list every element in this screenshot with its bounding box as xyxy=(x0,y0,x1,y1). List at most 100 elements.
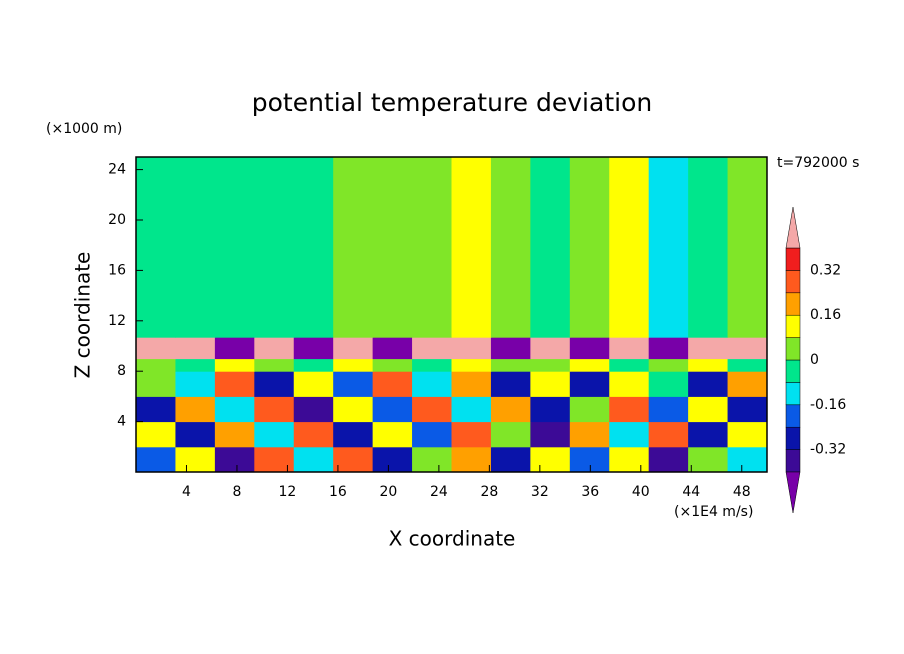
contour-cell xyxy=(569,446,610,473)
contour-cell xyxy=(333,337,374,360)
contour-cell xyxy=(648,358,689,372)
contour-cell xyxy=(412,446,452,473)
x-tick-label: 24 xyxy=(430,484,448,500)
contour-cell xyxy=(490,157,531,338)
x-tick-label: 16 xyxy=(329,484,347,500)
contour-cell xyxy=(490,421,531,448)
contour-cell xyxy=(175,337,216,360)
contour-cell xyxy=(648,396,689,423)
contour-cell xyxy=(648,337,689,360)
contour-cell xyxy=(688,358,729,372)
contour-cell xyxy=(254,371,295,397)
colorbar-box xyxy=(785,359,801,383)
contour-cell xyxy=(569,421,610,448)
contour-cell xyxy=(293,157,334,338)
contour-cell xyxy=(214,371,255,397)
contour-cell xyxy=(727,337,768,360)
contour-cell xyxy=(451,337,492,360)
y-tick-label: 16 xyxy=(108,262,126,278)
contour-cell xyxy=(648,157,689,338)
contour-cell xyxy=(254,157,295,338)
contour-cell xyxy=(490,337,531,360)
contour-cell xyxy=(254,358,295,372)
contour-cell xyxy=(293,337,334,360)
contour-cell xyxy=(609,396,650,423)
x-tick-label: 44 xyxy=(682,484,700,500)
contour-cell xyxy=(412,371,452,397)
contour-cell xyxy=(688,446,729,473)
contour-cell xyxy=(648,421,689,448)
contour-cell xyxy=(609,358,650,372)
colorbar-label: 0 xyxy=(810,352,819,368)
chart-title: potential temperature deviation xyxy=(252,88,652,117)
contour-cell xyxy=(688,157,729,338)
colorbar-label: -0.16 xyxy=(810,397,846,413)
contour-cell xyxy=(175,421,216,448)
contour-cell xyxy=(412,421,452,448)
contour-cell xyxy=(293,371,334,397)
contour-cell xyxy=(688,421,729,448)
x-tick-label: 48 xyxy=(733,484,751,500)
contour-cell xyxy=(688,371,729,397)
contour-cell xyxy=(530,337,571,360)
contour-cell xyxy=(214,337,255,360)
contour-cell xyxy=(451,446,492,473)
contour-cell xyxy=(333,396,374,423)
x-tick-label: 12 xyxy=(279,484,297,500)
contour-cell xyxy=(136,446,176,473)
contour-cell xyxy=(412,157,452,338)
contour-cell xyxy=(490,358,531,372)
contour-cell xyxy=(254,421,295,448)
contour-cell xyxy=(136,396,176,423)
contour-cell xyxy=(372,337,413,360)
colorbar-min xyxy=(785,471,801,514)
y-axis-label: Z coordinate xyxy=(71,252,95,379)
contour-cell xyxy=(569,396,610,423)
colorbar-box xyxy=(785,314,801,338)
contour-cell xyxy=(333,421,374,448)
contour-cell xyxy=(175,396,216,423)
contour-cell xyxy=(254,337,295,360)
contour-cell xyxy=(530,421,571,448)
contour-cell xyxy=(333,446,374,473)
colorbar-box xyxy=(785,382,801,406)
contour-cell xyxy=(451,157,492,338)
contour-cell xyxy=(569,371,610,397)
contour-cell xyxy=(451,421,492,448)
contour-cell xyxy=(530,446,571,473)
y-tick-label: 4 xyxy=(117,414,126,430)
x-unit: (×1E4 m/s) xyxy=(674,504,753,520)
time-label: t=792000 s xyxy=(777,155,859,171)
contour-cell xyxy=(372,358,413,372)
contour-cell xyxy=(293,421,334,448)
contour-cell xyxy=(214,157,255,338)
contour-cell xyxy=(175,371,216,397)
contour-cell xyxy=(688,337,729,360)
contour-cell xyxy=(648,371,689,397)
y-tick-label: 20 xyxy=(108,212,126,228)
colorbar-box xyxy=(785,426,801,450)
contour-cell xyxy=(175,358,216,372)
contour-cell xyxy=(372,446,413,473)
contour-cell xyxy=(490,396,531,423)
contour-cell xyxy=(214,446,255,473)
contour-cell xyxy=(136,157,176,338)
contour-cell xyxy=(136,358,176,372)
x-tick-label: 4 xyxy=(182,484,191,500)
contour-cell xyxy=(372,421,413,448)
colorbar-box xyxy=(785,247,801,271)
colorbar-label: 0.16 xyxy=(810,307,841,323)
y-unit: (×1000 m) xyxy=(46,121,122,137)
colorbar-label: -0.32 xyxy=(810,442,846,458)
contour-cell xyxy=(727,446,768,473)
contour-cell xyxy=(136,371,176,397)
contour-cell xyxy=(727,421,768,448)
contour-cell xyxy=(254,396,295,423)
contour-cell xyxy=(609,157,650,338)
colorbar-box xyxy=(785,337,801,361)
contour-cell xyxy=(490,371,531,397)
y-tick-label: 8 xyxy=(117,363,126,379)
y-tick-label: 12 xyxy=(108,313,126,329)
colorbar-label: 0.32 xyxy=(810,262,841,278)
